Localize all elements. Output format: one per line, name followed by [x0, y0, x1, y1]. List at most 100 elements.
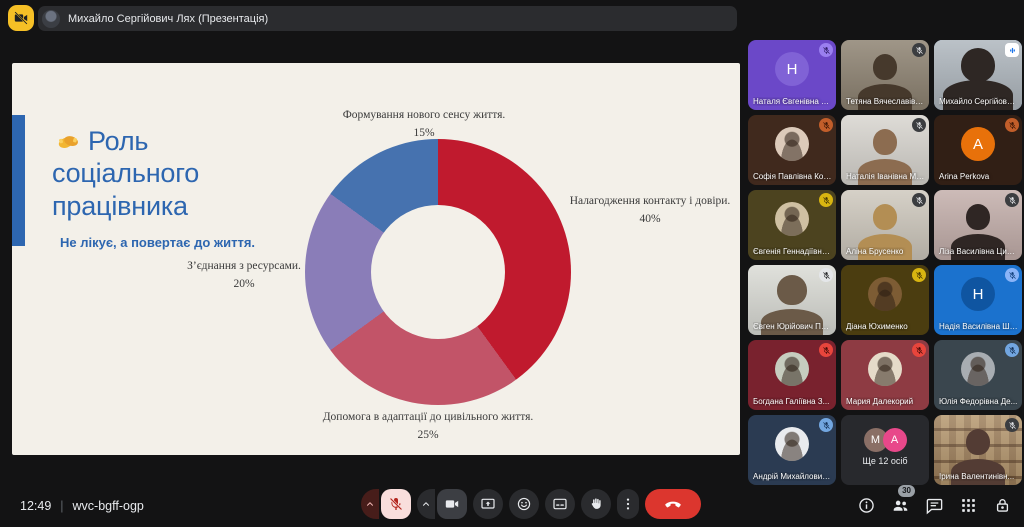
- chart-label-left: З’єднання з ресурсами. 20%: [154, 258, 334, 294]
- chart-label-text: З’єднання з ресурсами.: [187, 260, 301, 273]
- lock-icon: [996, 499, 1009, 512]
- captions-button[interactable]: [545, 489, 575, 519]
- chart-label-bottom: Допомога в адаптації до цивільного життя…: [268, 409, 588, 445]
- more-options-button[interactable]: [617, 489, 639, 519]
- camera-button[interactable]: [437, 489, 467, 519]
- chart-label-top: Формування нового сенсу життя. 15%: [289, 107, 559, 143]
- mic-off-icon: [819, 343, 833, 357]
- mic-off-icon: [912, 118, 926, 132]
- participant-tile[interactable]: Ірина Валентинівн...: [934, 415, 1022, 485]
- mic-off-icon: [819, 43, 833, 57]
- status-bar: 12:49 | wvc-bgff-ogp: [20, 499, 144, 513]
- overflow-tile[interactable]: M A Ще 12 осіб: [841, 415, 929, 485]
- avatar: Н: [775, 52, 809, 86]
- person-silhouette: [934, 190, 1022, 260]
- avatar-initial: A: [890, 434, 899, 446]
- participant-name: Юлія Федорівна Де...: [939, 397, 1018, 406]
- participant-tile[interactable]: Н Наталя Євгенівна Н...: [748, 40, 836, 110]
- participant-tile[interactable]: A Arina Perkova: [934, 115, 1022, 185]
- participant-tile[interactable]: Євген Юрійович Пл...: [748, 265, 836, 335]
- videocam-icon: [445, 500, 459, 508]
- person-silhouette: [934, 415, 1022, 485]
- participant-tile[interactable]: Андрій Михайлович...: [748, 415, 836, 485]
- present-screen-icon: [481, 498, 495, 509]
- mic-off-icon: [819, 268, 833, 282]
- chevron-up-icon: [423, 502, 429, 506]
- mic-off-icon: [1005, 418, 1019, 432]
- more-participants-label: Ще 12 осіб: [862, 456, 908, 466]
- chart-label-pct: 15%: [413, 127, 435, 139]
- slide-subtitle: Не лікує, а повертає до життя.: [60, 235, 256, 250]
- meeting-code: wvc-bgff-ogp: [72, 499, 144, 513]
- captions-icon: [553, 498, 567, 510]
- raise-hand-button[interactable]: [581, 489, 611, 519]
- mic-control: [361, 489, 411, 519]
- participant-name: Аліна Брусенко: [846, 247, 904, 256]
- raise-hand-icon: [591, 498, 601, 509]
- person-silhouette: [841, 40, 929, 110]
- participant-name: Ірина Валентинівн...: [939, 472, 1015, 481]
- host-controls-button[interactable]: [993, 496, 1012, 515]
- participant-tile[interactable]: Н Надія Василівна Ше...: [934, 265, 1022, 335]
- participant-name: Євгенія Геннадіївна...: [753, 247, 832, 256]
- mic-off-icon: [912, 268, 926, 282]
- participant-tile[interactable]: Богдана Галіївна З...: [748, 340, 836, 410]
- chat-button[interactable]: [925, 496, 944, 515]
- info-icon: [859, 498, 874, 513]
- participant-tile[interactable]: Діана Юхименко: [841, 265, 929, 335]
- mic-options-chevron[interactable]: [361, 489, 379, 519]
- participant-name: Діана Юхименко: [846, 322, 908, 331]
- participant-tile[interactable]: Аліна Брусенко: [841, 190, 929, 260]
- participant-tile[interactable]: Софія Павлівна Ков...: [748, 115, 836, 185]
- mic-mute-button[interactable]: [381, 489, 411, 519]
- call-controls: [361, 489, 701, 519]
- participant-name: Богдана Галіївна З...: [753, 397, 830, 406]
- presentation-stage[interactable]: Роль соціального працівника Не лікує, а …: [12, 63, 740, 455]
- avatar: [868, 277, 902, 311]
- activities-button[interactable]: [959, 496, 978, 515]
- people-icon: [893, 500, 908, 511]
- end-call-button[interactable]: [645, 489, 701, 519]
- participant-name: Надія Василівна Ше...: [939, 322, 1018, 331]
- camera-options-chevron[interactable]: [417, 489, 435, 519]
- avatar-initial: M: [870, 434, 881, 446]
- participant-tile[interactable]: Юлія Федорівна Де...: [934, 340, 1022, 410]
- participant-name: Михайло Сергійови...: [939, 97, 1018, 106]
- people-button[interactable]: 30: [891, 485, 915, 515]
- participant-tile[interactable]: Тетяна Вячеславівн...: [841, 40, 929, 110]
- chart-label-text: Формування нового сенсу життя.: [342, 109, 506, 122]
- presenter-pill[interactable]: Михайло Сергійович Лях (Презентація): [38, 6, 737, 31]
- present-screen-button[interactable]: [473, 489, 503, 519]
- participant-name: Андрій Михайлович...: [753, 472, 832, 481]
- participant-name: Наталя Євгенівна Н...: [753, 97, 832, 106]
- person-silhouette: [841, 190, 929, 260]
- camera-control: [417, 489, 467, 519]
- chart-label-pct: 20%: [233, 278, 255, 290]
- participant-tile[interactable]: Наталія Іванівна Ме...: [841, 115, 929, 185]
- participant-tile[interactable]: Євгенія Геннадіївна...: [748, 190, 836, 260]
- chat-icon: [926, 498, 943, 514]
- meeting-info-button[interactable]: [857, 496, 876, 515]
- mic-off-icon: [912, 343, 926, 357]
- mic-off-icon: [912, 193, 926, 207]
- status-divider: |: [60, 499, 64, 513]
- avatar: Н: [961, 277, 995, 311]
- participant-name: Мария Далекорий: [846, 397, 914, 406]
- mic-off-icon: [1005, 343, 1019, 357]
- donut-hole: [371, 205, 505, 339]
- presenter-avatar: [42, 9, 60, 28]
- participant-count-badge: 30: [898, 485, 915, 497]
- avatar: [868, 352, 902, 386]
- overflow-avatars: M A: [841, 428, 929, 452]
- avatar-initial: Н: [786, 60, 798, 78]
- participant-name: Софія Павлівна Ков...: [753, 172, 832, 181]
- reactions-button[interactable]: [509, 489, 539, 519]
- avatar: [775, 352, 809, 386]
- participant-tile[interactable]: Ліза Василівна Цил...: [934, 190, 1022, 260]
- clock: 12:49: [20, 499, 52, 513]
- participant-tile[interactable]: Мария Далекорий: [841, 340, 929, 410]
- participant-tile-active-speaker[interactable]: Михайло Сергійови...: [934, 40, 1022, 110]
- handshake-icon: [57, 134, 80, 150]
- mic-off-icon: [1005, 118, 1019, 132]
- avatar: A: [961, 127, 995, 161]
